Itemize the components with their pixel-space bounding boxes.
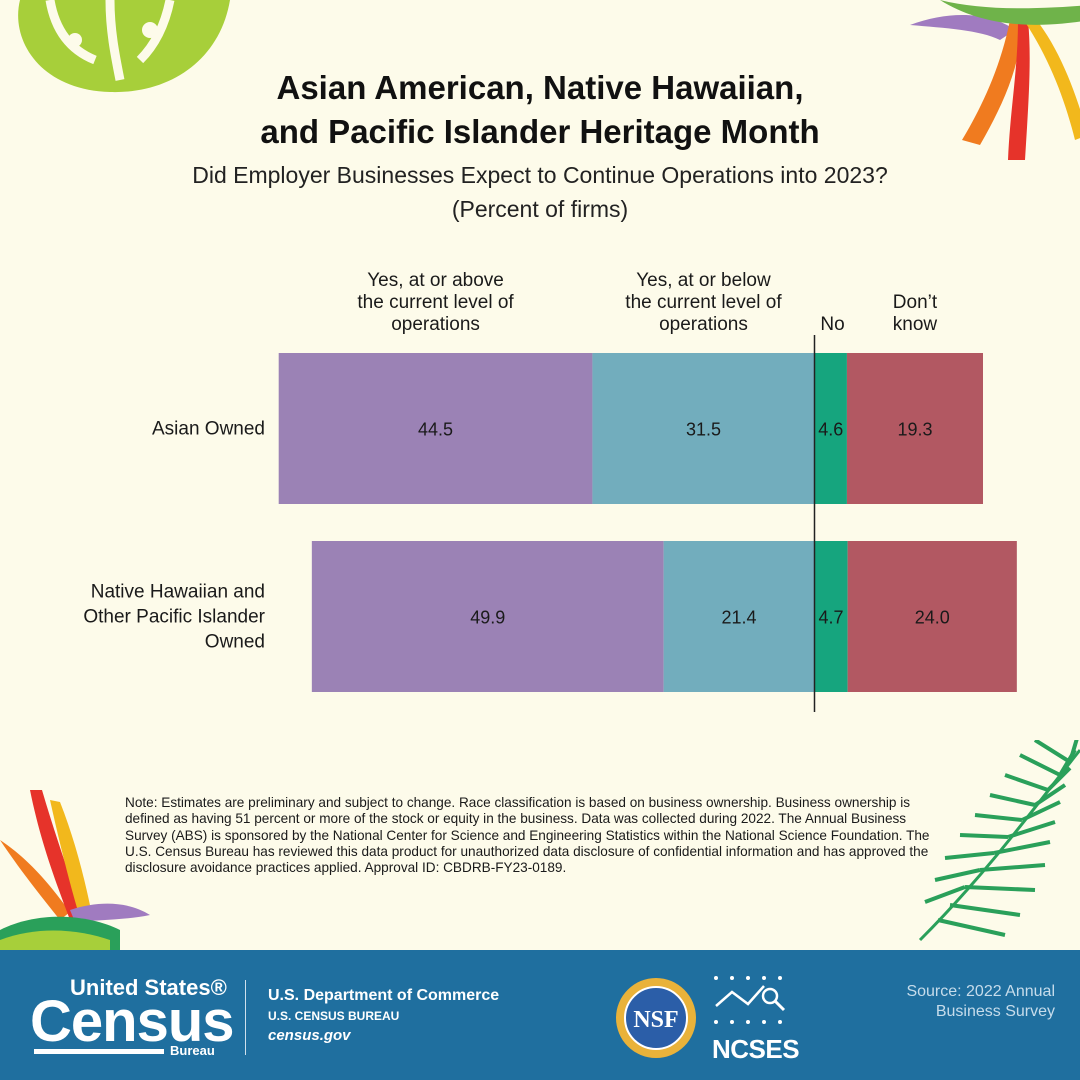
data-label: 21.4 (722, 608, 757, 628)
nsf-logo-text: NSF (633, 1007, 678, 1033)
census-logo-word: Census (30, 989, 235, 1054)
data-label: 24.0 (915, 608, 950, 628)
palm-leaf-icon (918, 740, 1080, 942)
dept-name: U.S. Department of Commerce (268, 987, 500, 1004)
legend-label: operations (659, 314, 748, 335)
title-line-2: and Pacific Islander Heritage Month (260, 113, 820, 150)
data-label: 19.3 (897, 420, 932, 440)
subtitle-line-2: (Percent of firms) (451, 196, 629, 222)
chart-subtitle: Did Employer Businesses Expect to Contin… (0, 158, 1080, 226)
source-note: Source: 2022 Annual Business Survey (906, 982, 1055, 1022)
source-line-2: Business Survey (935, 1003, 1055, 1020)
legend-label: know (893, 314, 938, 335)
census-logo-bar (34, 1049, 164, 1054)
ncses-logo-icon (714, 976, 786, 1024)
category-label: Other Pacific Islander (83, 607, 265, 628)
legend-label: Don’t (893, 292, 938, 313)
footnote: Note: Estimates are preliminary and subj… (125, 795, 930, 876)
bird-of-paradise-flower-icon (0, 790, 150, 950)
bar-segment (592, 353, 815, 504)
census-logo-bureau: Bureau (170, 1043, 215, 1058)
legend-label: operations (391, 314, 480, 335)
census-logo-top: United States® (70, 975, 227, 1000)
nsf-logo-icon: NSF (616, 978, 696, 1058)
data-label: 44.5 (418, 420, 453, 440)
legend-label: Yes, at or above (367, 270, 504, 291)
ncses-logo-text: NCSES (712, 1034, 800, 1064)
bar-segment (847, 541, 1017, 692)
subtitle-line-1: Did Employer Businesses Expect to Contin… (192, 162, 888, 188)
data-label: 31.5 (686, 420, 721, 440)
legend-label: Yes, at or below (636, 270, 771, 291)
legend-label: the current level of (357, 292, 514, 313)
bureau-name: U.S. CENSUS BUREAU (268, 1009, 400, 1023)
bird-of-paradise-flower-icon (910, 0, 1080, 160)
monstera-leaf-icon (18, 0, 230, 93)
legend-label: the current level of (625, 292, 782, 313)
data-label: 49.9 (470, 608, 505, 628)
category-label: Asian Owned (152, 419, 265, 440)
bar-segment (814, 353, 847, 504)
footer-banner: United States® Census Bureau U.S. Depart… (0, 950, 1080, 1080)
bar-segment (663, 541, 815, 692)
page-title: Asian American, Native Hawaiian, and Pac… (0, 66, 1080, 154)
bar-segment (278, 353, 593, 504)
data-label: 4.7 (819, 608, 844, 628)
bar-segment (846, 353, 983, 504)
census-link[interactable]: census.gov (268, 1027, 351, 1044)
stacked-bar-chart: 44.5 31.5 4.6 19.3 49.9 21.4 4.7 24.0 Yes, at or… (83, 270, 1017, 712)
category-label: Native Hawaiian and (91, 582, 265, 603)
source-line-1: Source: 2022 Annual (906, 983, 1055, 1000)
data-label: 4.6 (818, 420, 843, 440)
category-label: Owned (205, 632, 265, 653)
bar-segment (814, 541, 848, 692)
bar-segment (311, 541, 664, 692)
footer-divider (245, 980, 246, 1055)
title-line-1: Asian American, Native Hawaiian, (276, 69, 804, 106)
legend-label: No (820, 314, 844, 335)
